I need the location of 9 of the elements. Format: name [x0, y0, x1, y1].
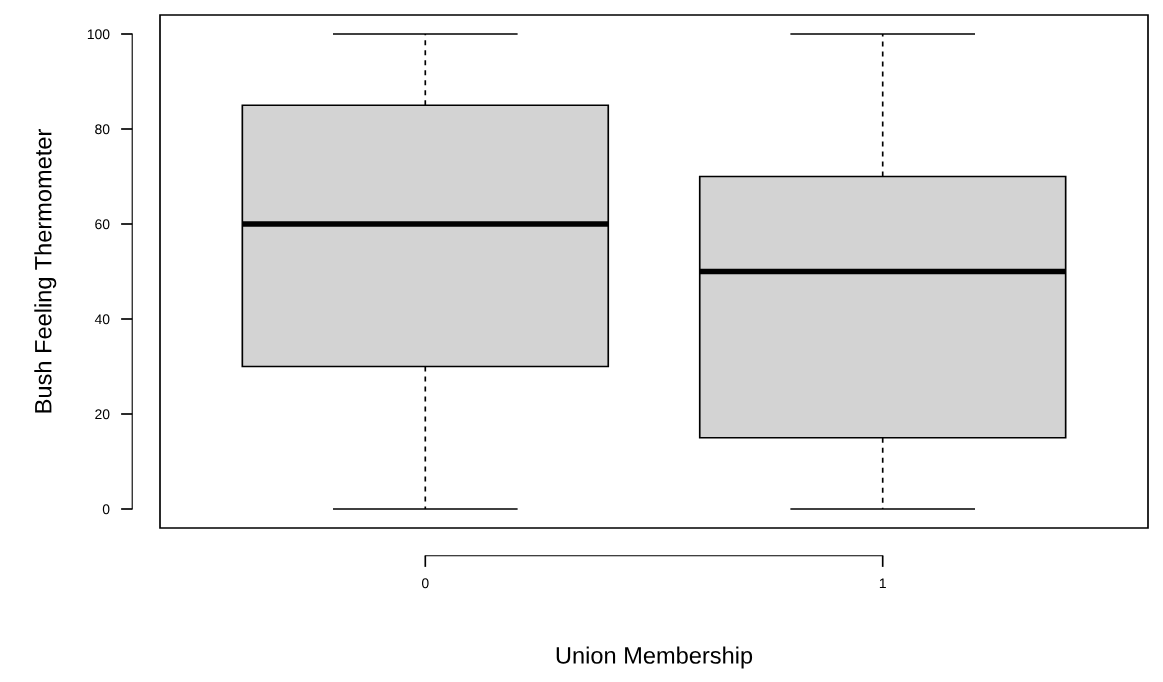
x-axis-title: Union Membership: [556, 646, 753, 669]
y-tick-label: 80: [95, 124, 110, 135]
y-tick-label: 60: [95, 219, 110, 230]
x-tick-label: 1: [879, 578, 886, 589]
y-tick-label: 40: [94, 314, 110, 325]
y-tick-label: 100: [87, 29, 110, 40]
y-tick-label: 0: [102, 504, 110, 515]
y-tick-label: 20: [95, 409, 110, 420]
y-axis-title: Bush Feeling Thermometer: [34, 129, 57, 413]
